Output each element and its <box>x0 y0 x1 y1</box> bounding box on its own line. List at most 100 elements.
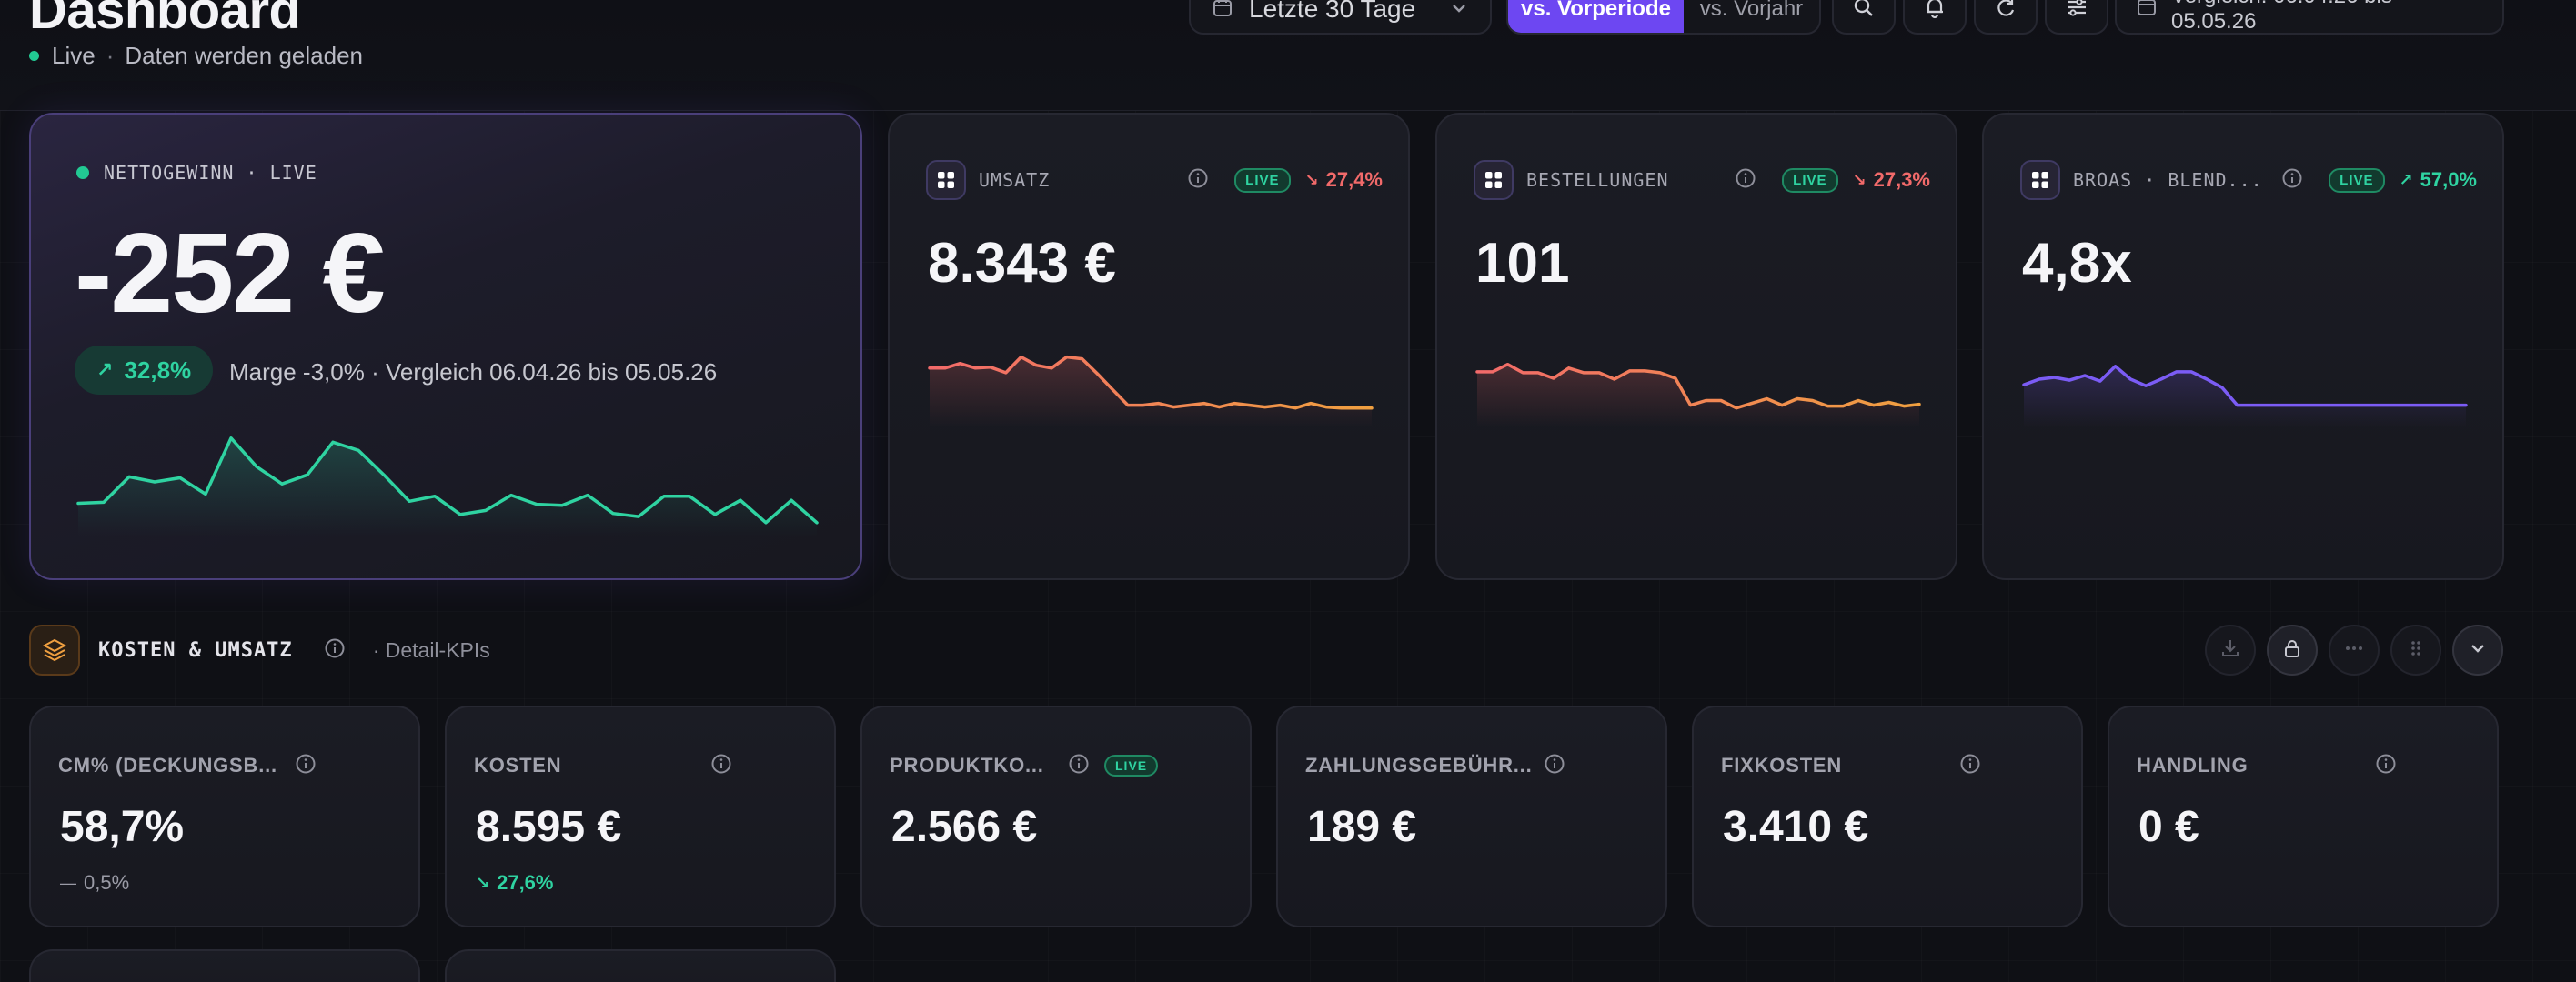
download-icon <box>2219 637 2241 664</box>
compare-previous-period-tab[interactable]: vs. Vorperiode <box>1508 0 1684 33</box>
info-icon[interactable] <box>2375 753 2397 779</box>
kpi-delta: ↘ 27,4% <box>1305 168 1383 192</box>
info-icon[interactable] <box>1735 167 1756 194</box>
compare-previous-year-tab[interactable]: vs. Vorjahr <box>1699 0 1804 21</box>
kpi-card-cm-percent[interactable]: CM% (DECKUNGSB... 58,7% — 0,5% <box>29 706 420 927</box>
live-badge: LIVE <box>1782 167 1838 193</box>
grid-icon <box>2020 160 2060 200</box>
lock-button[interactable] <box>2267 625 2318 676</box>
download-button[interactable] <box>2205 625 2256 676</box>
status-line: Live · Daten werden geladen <box>29 42 363 70</box>
broas-sparkline <box>2022 365 2468 427</box>
drag-handle[interactable] <box>2390 625 2441 676</box>
kpi-card-fixed-costs[interactable]: FIXKOSTEN 3.410 € <box>1692 706 2083 927</box>
kpi-card-header: PRODUKTKO... LIVE <box>890 747 1228 784</box>
page-title: Dashboard <box>29 0 301 40</box>
net-profit-value: -252 € <box>75 211 386 336</box>
layers-icon <box>29 625 80 676</box>
kpi-title: BROAS · BLEND... <box>2073 169 2263 191</box>
sparkline-area <box>930 356 1372 427</box>
compare-range-display[interactable]: Vergleich: 06.04.26 bis 05.05.26 <box>2115 0 2504 35</box>
kpi-value: 8.343 € <box>928 232 1116 295</box>
info-icon[interactable] <box>710 753 732 779</box>
kpi-card-costs[interactable]: KOSTEN 8.595 € ↘ 27,6% <box>445 706 836 927</box>
kpi-delta: ↘ 27,6% <box>476 871 553 895</box>
kpi-card-header: BROAS · BLEND... LIVE ↗ 57,0% <box>2020 160 2477 200</box>
kpi-value: 3.410 € <box>1723 803 1869 851</box>
info-icon[interactable] <box>295 753 317 779</box>
kpi-card-header: FIXKOSTEN <box>1721 747 2059 784</box>
live-badge: LIVE <box>1104 755 1159 777</box>
refresh-icon <box>1994 0 2018 24</box>
live-status-dot <box>29 51 39 61</box>
period-select[interactable]: Letzte 30 Tage <box>1189 0 1492 35</box>
kpi-delta-value: 27,3% <box>1873 168 1930 191</box>
info-icon[interactable] <box>1959 753 1981 779</box>
kpi-card-broas[interactable]: BROAS · BLEND... LIVE ↗ 57,0% 4,8x <box>1982 113 2504 580</box>
kpi-card-revenue[interactable]: UMSATZ LIVE ↘ 27,4% 8.343 € <box>888 113 1410 580</box>
info-icon[interactable] <box>1544 753 1565 779</box>
collapse-section-button[interactable] <box>2452 625 2503 676</box>
kpi-value: 0 € <box>2138 803 2199 851</box>
grid-icon <box>926 160 966 200</box>
arrow-down-right-icon: ↘ <box>1304 170 1319 189</box>
kpi-title: ZAHLUNGSGEBÜHR... <box>1305 754 1533 777</box>
kpi-title: PRODUKTKO... <box>890 754 1044 777</box>
kpi-title: UMSATZ <box>979 169 1051 191</box>
arrow-up-right-icon: ↗ <box>2399 170 2413 189</box>
net-profit-card[interactable]: NETTOGEWINN · LIVE -252 € ↗ 32,8% Marge … <box>29 113 862 580</box>
filter-settings-button[interactable] <box>2045 0 2108 35</box>
kpi-card-orders[interactable]: BESTELLUNGEN LIVE ↘ 27,3% 101 <box>1435 113 1957 580</box>
sparkline-area <box>2024 366 2466 427</box>
bell-icon <box>1923 0 1947 24</box>
net-profit-delta-value: 32,8% <box>124 356 192 384</box>
net-profit-label: NETTOGEWINN · LIVE <box>76 162 317 184</box>
compare-toggle: vs. Vorperiode vs. Vorjahr <box>1506 0 1821 35</box>
kpi-card-header: KOSTEN <box>474 747 812 784</box>
info-icon[interactable] <box>1068 753 1090 779</box>
period-select-value: Letzte 30 Tage <box>1249 0 1416 23</box>
arrow-down-right-icon: ↘ <box>476 873 490 892</box>
grid-icon <box>1474 160 1514 200</box>
drag-handle-icon <box>2405 637 2427 664</box>
net-profit-title: NETTOGEWINN · LIVE <box>104 162 317 184</box>
info-icon[interactable] <box>324 637 346 664</box>
calendar-icon <box>1213 0 1233 24</box>
section-title: KOSTEN & UMSATZ <box>98 638 293 662</box>
section-header-costs-revenue: KOSTEN & UMSATZ · Detail-KPIs <box>29 625 2503 676</box>
kpi-title: CM% (DECKUNGSB... <box>58 754 277 777</box>
sparkline-line <box>2022 365 2468 407</box>
kpi-title: BESTELLUNGEN <box>1526 169 1669 191</box>
net-profit-delta-badge: ↗ 32,8% <box>75 346 214 395</box>
live-label: Live <box>52 42 96 69</box>
kpi-card-payment-fees[interactable]: ZAHLUNGSGEBÜHR... 189 € <box>1276 706 1667 927</box>
arrow-down-right-icon: ↘ <box>1852 170 1867 189</box>
sparkline-line <box>928 355 1374 410</box>
kpi-delta: ↗ 57,0% <box>2400 168 2477 192</box>
kpi-value: 189 € <box>1307 803 1417 851</box>
kpi-card-handling[interactable]: HANDLING 0 € <box>2108 706 2499 927</box>
kpi-card-product-costs[interactable]: PRODUKTKO... LIVE 2.566 € <box>860 706 1252 927</box>
search-button[interactable] <box>1832 0 1896 35</box>
notifications-button[interactable] <box>1903 0 1967 35</box>
net-profit-sparkline <box>76 436 819 536</box>
info-icon[interactable] <box>1187 167 1209 194</box>
kpi-value: 58,7% <box>60 803 185 851</box>
kpi-card-partial[interactable] <box>29 949 420 982</box>
refresh-button[interactable] <box>1974 0 2038 35</box>
kpi-value: 101 <box>1475 232 1570 295</box>
kpi-delta-value: 27,6% <box>497 871 554 894</box>
info-icon[interactable] <box>2281 167 2303 194</box>
chevron-down-icon <box>2467 637 2489 664</box>
sparkline-line <box>76 436 819 525</box>
kpi-value: 4,8x <box>2022 232 2132 295</box>
calendar-icon <box>2137 0 2157 23</box>
section-toolbar <box>2194 625 2503 676</box>
section-subtitle: · Detail-KPIs <box>372 637 490 662</box>
kpi-delta-value: 0,5% <box>84 871 130 894</box>
kpi-card-partial[interactable] <box>445 949 836 982</box>
revenue-sparkline <box>928 355 1374 427</box>
arrow-up-right-icon: ↗ <box>96 358 114 381</box>
more-options-button[interactable] <box>2329 625 2380 676</box>
kpi-title: KOSTEN <box>474 754 562 777</box>
